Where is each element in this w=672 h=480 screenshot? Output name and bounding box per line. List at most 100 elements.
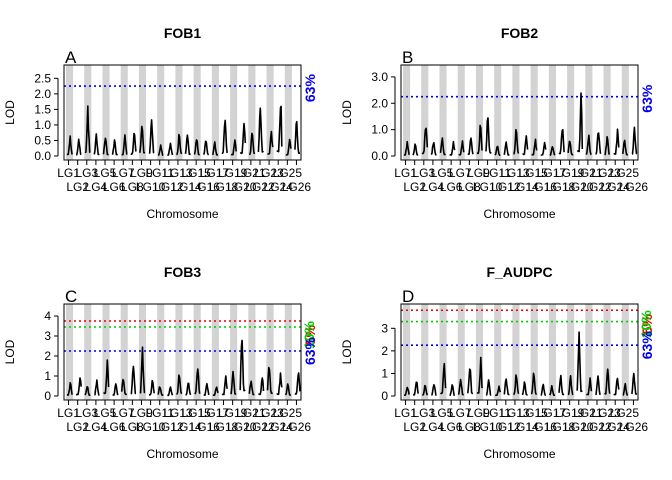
y-tick-label: 2.0 <box>371 96 388 110</box>
lod-curve <box>622 139 629 156</box>
plot-frame <box>63 303 302 401</box>
x-tick-label: LG19 <box>218 166 248 180</box>
lod-curve <box>412 143 419 156</box>
chromosome-band <box>585 65 593 160</box>
lod-curve <box>84 386 91 396</box>
x-tick-label: LG12 <box>154 420 184 434</box>
x-tick-label: LG4 <box>85 180 108 194</box>
chromosome-band <box>457 304 465 400</box>
x-tick-label: LG3 <box>412 406 435 420</box>
lod-curve <box>285 138 292 156</box>
lod-curve <box>111 139 118 156</box>
chromosome-band <box>439 304 447 400</box>
lod-curve <box>148 119 155 154</box>
threshold-label: 63% <box>302 74 318 103</box>
x-tick-label: LG8 <box>121 420 144 434</box>
y-tick-label: 1 <box>44 369 51 383</box>
x-tick-label: LG26 <box>282 180 312 194</box>
x-tick-label: LG16 <box>191 180 221 194</box>
x-tick-label: LG10 <box>136 420 166 434</box>
threshold-label: 5% <box>639 314 655 335</box>
panel-letter: D <box>402 287 414 306</box>
chromosome-band <box>175 304 183 400</box>
x-tick-label: LG25 <box>610 166 640 180</box>
chromosome-band <box>284 304 292 400</box>
chromosome-band <box>512 65 520 160</box>
x-tick-label: LG1 <box>57 406 80 420</box>
lod-curve <box>549 146 556 156</box>
x-tick-label: LG23 <box>591 166 621 180</box>
threshold-label: 5% <box>302 324 318 345</box>
x-tick-label: LG20 <box>227 420 257 434</box>
x-tick-label: LG2 <box>403 180 426 194</box>
panel-letter: A <box>65 48 77 67</box>
x-tick-label: LG11 <box>482 406 511 420</box>
lod-curve <box>430 141 437 156</box>
lod-curve <box>221 119 228 154</box>
x-tick-label: LG9 <box>130 406 153 420</box>
chromosome-band <box>284 65 292 160</box>
x-tick-label: LG19 <box>218 406 248 420</box>
lod-curve <box>622 382 629 396</box>
y-axis-label: LOD <box>340 100 354 125</box>
chromosome-band <box>211 304 219 400</box>
y-tick-label: 2 <box>381 344 388 358</box>
x-tick-label: LG25 <box>273 166 303 180</box>
lod-curve <box>103 359 110 395</box>
x-tick-label: LG13 <box>500 406 530 420</box>
lod-curve <box>249 132 256 156</box>
x-tick-label: LG21 <box>236 166 266 180</box>
x-tick-label: LG5 <box>94 166 117 180</box>
lod-curve <box>130 132 137 155</box>
chromosome-band <box>66 65 74 160</box>
chromosome-band <box>439 65 447 160</box>
x-tick-label: LG1 <box>394 166 417 180</box>
x-tick-label: LG25 <box>273 406 303 420</box>
lod-curve <box>449 384 455 396</box>
lod-curve <box>239 339 246 392</box>
x-tick-label: LG9 <box>130 166 153 180</box>
x-tick-label: LG15 <box>181 166 211 180</box>
threshold-label: 10% <box>638 310 654 339</box>
lod-curve <box>503 141 510 156</box>
x-tick-label: LG26 <box>619 420 649 434</box>
y-tick-label: 0.0 <box>371 149 388 163</box>
threshold-label: 63% <box>302 336 318 365</box>
x-axis-label: Chromosome <box>146 207 218 221</box>
lod-curve <box>631 126 638 155</box>
x-tick-label: LG3 <box>412 166 435 180</box>
x-tick-label: LG21 <box>236 406 266 420</box>
x-tick-label: LG7 <box>449 166 472 180</box>
y-axis-label: LOD <box>3 339 17 364</box>
lod-panel-c: 0 1 2 3 4 LG1LG3LG5LG7LG9LG11LG13LG15LG17LG19… <box>3 264 318 461</box>
chromosome-band <box>102 304 110 400</box>
lod-curve <box>531 138 538 156</box>
chromosome-band <box>494 65 502 160</box>
x-tick-label: LG22 <box>245 180 275 194</box>
x-tick-label: LG17 <box>537 166 567 180</box>
chromosome-band <box>548 304 556 400</box>
x-tick-label: LG7 <box>449 406 472 420</box>
x-tick-label: LG23 <box>254 406 284 420</box>
x-tick-label: LG10 <box>473 180 503 194</box>
panel-title: FOB1 <box>164 25 202 41</box>
lod-curve <box>75 377 82 396</box>
y-tick-label: 2 <box>44 349 51 363</box>
x-tick-label: LG19 <box>555 166 585 180</box>
x-tick-label: LG3 <box>75 406 98 420</box>
y-tick-label: 1.0 <box>34 118 51 132</box>
lod-curve <box>604 136 611 156</box>
x-tick-label: LG6 <box>440 420 463 434</box>
chromosome-band <box>193 65 201 160</box>
x-tick-label: LG12 <box>491 180 521 194</box>
lod-curve <box>431 384 437 396</box>
lod-curve <box>549 385 556 396</box>
lod-curve <box>503 378 510 396</box>
chromosome-band <box>603 304 611 400</box>
x-tick-label: LG24 <box>264 180 294 194</box>
x-tick-label: LG17 <box>537 406 567 420</box>
x-tick-label: LG24 <box>264 420 294 434</box>
lod-curve <box>102 137 109 156</box>
x-axis-label: Chromosome <box>146 447 218 461</box>
x-tick-label: LG7 <box>112 406 135 420</box>
